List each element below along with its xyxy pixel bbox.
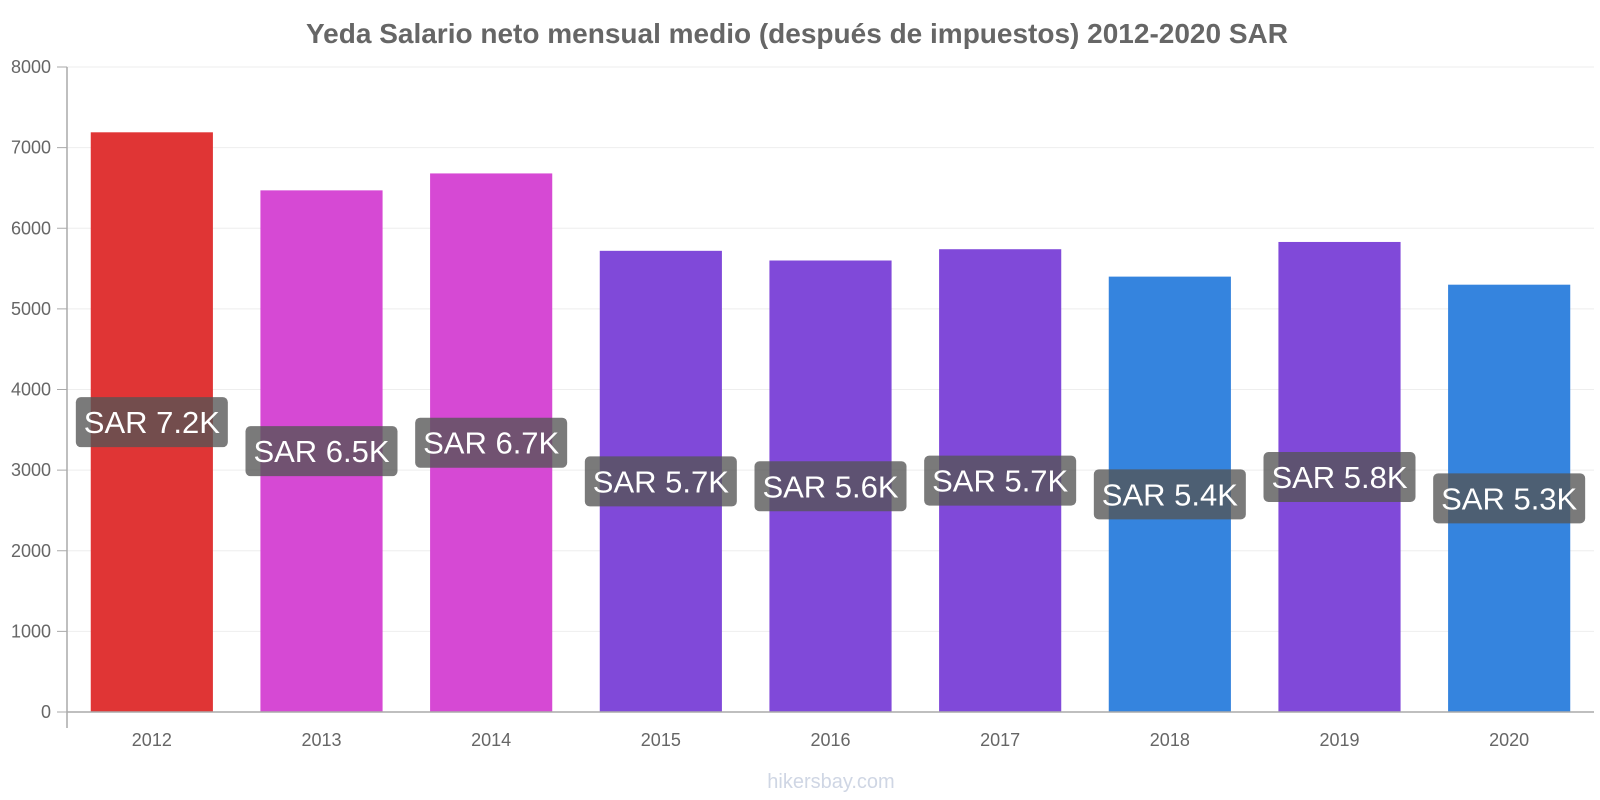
x-tick-label-2017: 2017	[980, 730, 1020, 750]
value-label-2020: SAR 5.3K	[1441, 481, 1577, 516]
watermark: hikersbay.com	[767, 771, 894, 793]
bar-value-labels: SAR 7.2K SAR 6.5K SAR 6.7K SAR 5.7K SAR 5.6K…	[75, 397, 1586, 524]
x-tick-label-2019: 2019	[1319, 730, 1359, 750]
value-label-2014: SAR 6.7K	[423, 426, 559, 461]
value-label-box-2013	[245, 426, 398, 477]
value-label-box-2012	[75, 397, 228, 448]
value-label-box-2019	[1263, 451, 1416, 502]
value-label-2019: SAR 5.8K	[1271, 460, 1407, 495]
x-axis-ticks: 2012 2013 2014 2015 2016 2017 2018 2019 2020	[132, 730, 1529, 750]
value-label-2015: SAR 5.7K	[593, 464, 729, 499]
x-tick-label-2018: 2018	[1150, 730, 1190, 750]
value-label-2016: SAR 5.6K	[762, 469, 898, 504]
value-label-box-2017	[924, 455, 1077, 506]
y-tick-label: 1000	[11, 621, 51, 641]
value-label-box-2018	[1093, 469, 1246, 520]
y-tick-label: 0	[41, 702, 51, 722]
y-tick-label: 4000	[11, 380, 51, 400]
x-tick-label-2014: 2014	[471, 730, 511, 750]
x-tick-label-2015: 2015	[641, 730, 681, 750]
x-tick-label-2013: 2013	[301, 730, 341, 750]
chart-title: Yeda Salario neto mensual medio (después…	[306, 18, 1288, 49]
value-label-box-2015	[584, 456, 737, 507]
y-tick-label: 2000	[11, 541, 51, 561]
value-label-2018: SAR 5.4K	[1102, 477, 1238, 512]
y-tick-label: 6000	[11, 218, 51, 238]
value-label-2013: SAR 6.5K	[253, 434, 389, 469]
y-tick-label: 7000	[11, 138, 51, 158]
bars	[90, 132, 1571, 713]
value-label-box-2016	[754, 461, 907, 512]
x-tick-label-2016: 2016	[810, 730, 850, 750]
axes	[66, 67, 1594, 728]
x-tick-label-2020: 2020	[1489, 730, 1529, 750]
value-label-2017: SAR 5.7K	[932, 464, 1068, 499]
value-label-box-2014	[415, 417, 568, 468]
y-tick-label: 5000	[11, 299, 51, 319]
x-tick-label-2012: 2012	[132, 730, 172, 750]
value-label-2012: SAR 7.2K	[84, 405, 220, 440]
y-tick-label: 3000	[11, 460, 51, 480]
value-label-box-2020	[1433, 473, 1586, 524]
y-tick-label: 8000	[11, 57, 51, 77]
y-axis-ticks: 0 1000 2000 3000 4000 5000 6000 7000 8000	[11, 57, 67, 722]
